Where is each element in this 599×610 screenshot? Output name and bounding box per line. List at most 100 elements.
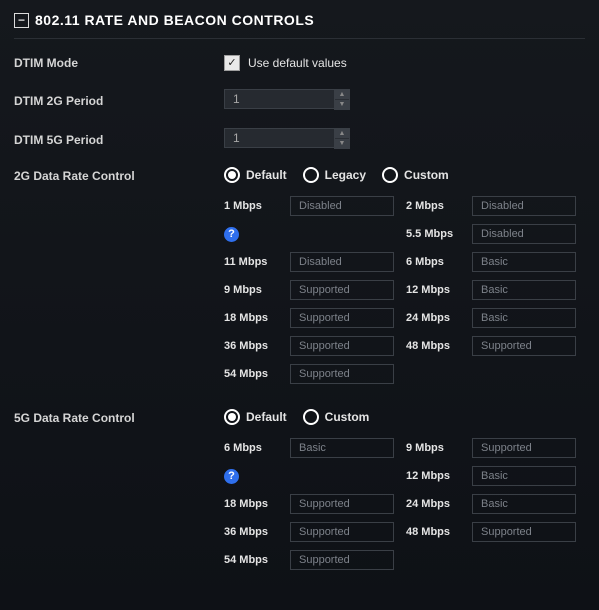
radio-label: Custom (325, 410, 370, 424)
rate-row: 48 MbpsSupported (406, 521, 576, 543)
rate-select[interactable]: Basic (472, 494, 576, 514)
radio-icon (303, 167, 319, 183)
rate-row: 24 MbpsBasic (406, 493, 576, 515)
rate-select[interactable]: Supported (290, 522, 394, 542)
rate-row: 9 MbpsSupported (406, 437, 576, 459)
chevron-up-icon[interactable]: ▲ (335, 129, 349, 139)
rc2g-radio-default[interactable]: Default (224, 167, 287, 183)
rate-select[interactable]: Supported (290, 280, 394, 300)
rate-select[interactable]: Basic (472, 466, 576, 486)
rate-row: 1 MbpsDisabled (224, 195, 394, 217)
rate-select[interactable]: Supported (290, 336, 394, 356)
rate-row: ? (224, 223, 394, 245)
rate-row: 12 MbpsBasic (406, 279, 576, 301)
rc2g-radio-custom[interactable]: Custom (382, 167, 449, 183)
rate-select[interactable]: Supported (290, 494, 394, 514)
radio-icon (382, 167, 398, 183)
row-dtim-mode: DTIM Mode ✓ Use default values (14, 53, 585, 71)
dtim-2g-label: DTIM 2G Period (14, 92, 224, 108)
rate-row: 5.5 MbpsDisabled (406, 223, 576, 245)
rate-row: 2 MbpsDisabled (406, 195, 576, 217)
rate-row: 6 MbpsBasic (224, 437, 394, 459)
rate-label: 5.5 Mbps (406, 228, 472, 240)
section-header[interactable]: − 802.11 RATE AND BEACON CONTROLS (14, 4, 585, 39)
rate-select[interactable]: Disabled (472, 196, 576, 216)
rate-select[interactable]: Supported (290, 550, 394, 570)
rc5g-label: 5G Data Rate Control (14, 409, 224, 425)
rate-row: 9 MbpsSupported (224, 279, 394, 301)
rate-label: 36 Mbps (224, 340, 290, 352)
rate-label: 6 Mbps (224, 442, 290, 454)
rate-row: 18 MbpsSupported (224, 307, 394, 329)
rate-label: 12 Mbps (406, 470, 472, 482)
dtim-5g-input[interactable] (224, 128, 334, 148)
chevron-down-icon[interactable]: ▼ (335, 100, 349, 109)
dtim-5g-label: DTIM 5G Period (14, 131, 224, 147)
dtim-5g-spinner[interactable]: ▲ ▼ (224, 128, 350, 149)
rate-select[interactable]: Disabled (290, 196, 394, 216)
chevron-down-icon[interactable]: ▼ (335, 139, 349, 148)
radio-label: Default (246, 410, 287, 424)
rate-label: 48 Mbps (406, 526, 472, 538)
settings-panel: − 802.11 RATE AND BEACON CONTROLS DTIM M… (0, 0, 599, 610)
rate-row: 12 MbpsBasic (406, 465, 576, 487)
rate-select[interactable]: Supported (290, 308, 394, 328)
rate-row: ? (224, 465, 394, 487)
row-dtim-5g: DTIM 5G Period ▲ ▼ (14, 128, 585, 149)
collapse-icon[interactable]: − (14, 13, 29, 28)
spinner-buttons[interactable]: ▲ ▼ (334, 89, 350, 110)
rate-row: 11 MbpsDisabled (224, 251, 394, 273)
rate-label: 36 Mbps (224, 526, 290, 538)
rate-label: 48 Mbps (406, 340, 472, 352)
rate-select[interactable]: Supported (472, 438, 576, 458)
rc2g-label: 2G Data Rate Control (14, 167, 224, 183)
dtim-2g-spinner[interactable]: ▲ ▼ (224, 89, 350, 110)
radio-label: Custom (404, 168, 449, 182)
row-dtim-2g: DTIM 2G Period ▲ ▼ (14, 89, 585, 110)
rc2g-radio-legacy[interactable]: Legacy (303, 167, 366, 183)
chevron-up-icon[interactable]: ▲ (335, 90, 349, 100)
rate-row: 54 MbpsSupported (224, 549, 394, 571)
rate-row: 48 MbpsSupported (406, 335, 576, 357)
rate-label: 12 Mbps (406, 284, 472, 296)
row-2g-rate-control: 2G Data Rate Control Default Legacy Custom… (14, 167, 585, 391)
rc5g-radio-custom[interactable]: Custom (303, 409, 370, 425)
rate-label: 9 Mbps (406, 442, 472, 454)
rate-label: 2 Mbps (406, 200, 472, 212)
checkbox-text: Use default values (248, 56, 347, 70)
rate-label: 24 Mbps (406, 312, 472, 324)
rate-select[interactable]: Basic (472, 252, 576, 272)
rate-row: 18 MbpsSupported (224, 493, 394, 515)
rate-row: 36 MbpsSupported (224, 521, 394, 543)
rate-label: 9 Mbps (224, 284, 290, 296)
rc5g-rate-grid: 6 MbpsBasic?18 MbpsSupported36 MbpsSuppo… (224, 437, 585, 577)
rate-select[interactable]: Disabled (472, 224, 576, 244)
rate-select[interactable]: Basic (290, 438, 394, 458)
radio-label: Legacy (325, 168, 366, 182)
spinner-buttons[interactable]: ▲ ▼ (334, 128, 350, 149)
radio-label: Default (246, 168, 287, 182)
rc5g-radio-group: Default Custom (224, 409, 585, 425)
row-5g-rate-control: 5G Data Rate Control Default Custom 6 Mbp… (14, 409, 585, 577)
radio-icon (224, 409, 240, 425)
dtim-mode-label: DTIM Mode (14, 54, 224, 70)
checkbox-icon: ✓ (224, 55, 240, 71)
rate-row: 36 MbpsSupported (224, 335, 394, 357)
help-icon[interactable]: ? (224, 227, 239, 242)
rate-select[interactable]: Supported (472, 522, 576, 542)
help-icon[interactable]: ? (224, 469, 239, 484)
rate-label: 1 Mbps (224, 200, 290, 212)
rate-label: 18 Mbps (224, 498, 290, 510)
rate-select[interactable]: Basic (472, 280, 576, 300)
dtim-mode-checkbox[interactable]: ✓ Use default values (224, 55, 347, 71)
rate-select[interactable]: Supported (290, 364, 394, 384)
dtim-2g-input[interactable] (224, 89, 334, 109)
rate-row: 54 MbpsSupported (224, 363, 394, 385)
rate-select[interactable]: Disabled (290, 252, 394, 272)
rc5g-radio-default[interactable]: Default (224, 409, 287, 425)
rate-row: 6 MbpsBasic (406, 251, 576, 273)
radio-icon (303, 409, 319, 425)
radio-icon (224, 167, 240, 183)
rate-select[interactable]: Supported (472, 336, 576, 356)
rate-select[interactable]: Basic (472, 308, 576, 328)
